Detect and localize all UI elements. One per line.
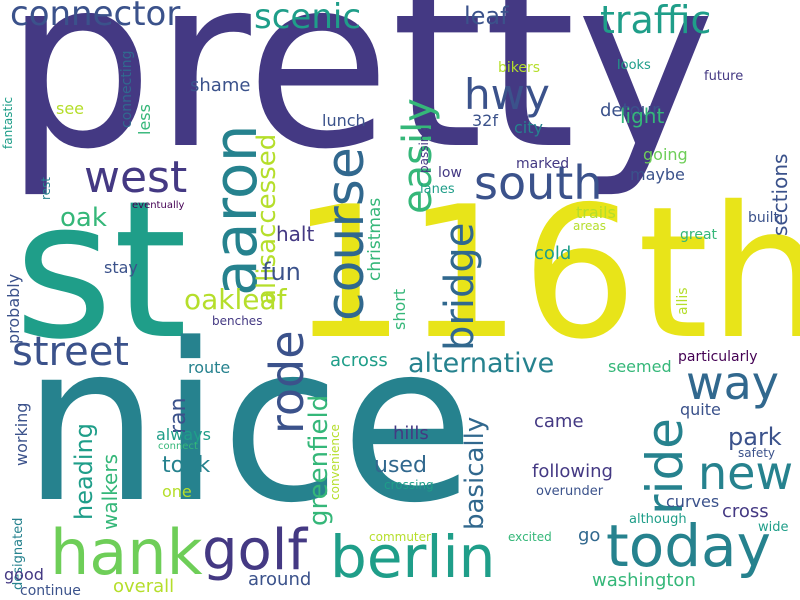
word-took: took — [162, 453, 211, 478]
word-overunder: overunder — [536, 484, 604, 499]
word-hank: hank — [50, 516, 203, 589]
word-low: low — [438, 165, 462, 181]
word-crossing: crossing — [384, 478, 434, 492]
word-benches: benches — [212, 314, 263, 328]
word-areas: areas — [573, 219, 607, 233]
word-new: new — [698, 446, 794, 500]
word-pretty: pretty — [4, 0, 716, 201]
word-passing: passing — [417, 126, 431, 173]
word-stay: stay — [104, 258, 138, 277]
word-less: less — [135, 104, 154, 135]
word-connector: connector — [10, 0, 181, 34]
word-looks: looks — [617, 58, 651, 73]
word-lunch: lunch — [322, 111, 366, 130]
word-detour: detour — [600, 100, 660, 121]
word-commuter: commuter — [369, 530, 431, 544]
word-32f: 32f — [472, 111, 498, 130]
word-quite: quite — [680, 400, 721, 419]
word-although: although — [629, 512, 687, 527]
word-connect: connect — [158, 441, 198, 452]
word-today: today — [606, 512, 771, 580]
word-golf: golf — [202, 518, 308, 583]
word-safety: safety — [738, 446, 776, 460]
word-wide: wide — [758, 520, 789, 535]
word-working: working — [12, 402, 31, 466]
word-future: future — [704, 69, 744, 84]
word-rest: rest — [39, 176, 53, 200]
word-heading: heading — [70, 422, 98, 520]
word-fun: fun — [262, 258, 301, 286]
word-nice: nice — [22, 298, 475, 551]
word-116th: 116th — [290, 167, 800, 379]
word-bikers: bikers — [498, 60, 541, 76]
word-convenience: convenience — [328, 424, 342, 500]
word-always: always — [156, 425, 211, 444]
word-route: route — [188, 358, 231, 377]
word-built: built — [748, 210, 780, 226]
word-scenic: scenic — [254, 0, 362, 37]
word-walkers: walkers — [98, 454, 122, 530]
word-used: used — [374, 453, 427, 478]
word-see: see — [56, 99, 85, 118]
word-light: light — [620, 104, 665, 128]
word-south: south — [474, 156, 603, 210]
word-across: across — [330, 350, 388, 371]
word-street: street — [12, 329, 129, 375]
word-cold: cold — [534, 243, 572, 264]
word-halt: halt — [276, 222, 315, 246]
word-cross: cross — [722, 501, 769, 522]
word-oakleaf: oakleaf — [184, 283, 287, 316]
word-around: around — [248, 569, 312, 590]
word-particularly: particularly — [678, 349, 758, 365]
word-connecting: connecting — [119, 50, 135, 128]
word-following: following — [532, 461, 613, 482]
word-park: park — [728, 423, 782, 451]
word-traffic: traffic — [600, 0, 712, 42]
word-allis: allis — [675, 287, 691, 315]
word-west: west — [84, 152, 188, 203]
word-trails: trails — [576, 203, 616, 222]
word-berlin: berlin — [330, 523, 496, 591]
word-fantastic: fantastic — [1, 96, 15, 149]
word-shame: shame — [190, 75, 251, 96]
word-go: go — [578, 525, 601, 546]
word-going: going — [643, 145, 688, 164]
word-city: city — [514, 118, 543, 137]
word-curves: curves — [666, 492, 720, 511]
word-excited: excited — [508, 530, 552, 544]
word-eventually: eventually — [132, 200, 185, 211]
word-bridge: bridge — [437, 222, 483, 351]
word-maybe: maybe — [630, 165, 685, 184]
word-probably: probably — [4, 273, 23, 344]
word-basically: basically — [460, 416, 490, 530]
word-overall: overall — [113, 576, 175, 597]
word-seemed: seemed — [608, 357, 672, 376]
word-alternative: alternative — [408, 348, 555, 379]
word-hills: hills — [393, 423, 429, 444]
word-washington: washington — [592, 570, 696, 591]
word-lanes: lanes — [420, 182, 455, 197]
word-leaf: leaf — [464, 2, 509, 30]
word-short: short — [390, 288, 409, 330]
word-christmas: christmas — [365, 197, 385, 281]
word-hwy: hwy — [464, 70, 550, 119]
word-continue: continue — [20, 583, 81, 599]
word-marked: marked — [516, 156, 570, 172]
word-good: good — [4, 565, 44, 584]
word-came: came — [534, 411, 584, 432]
word-one: one — [162, 482, 192, 501]
word-st: st — [14, 160, 188, 381]
word-oak: oak — [60, 203, 107, 233]
word-great: great — [680, 227, 718, 243]
word-way: way — [686, 356, 780, 410]
